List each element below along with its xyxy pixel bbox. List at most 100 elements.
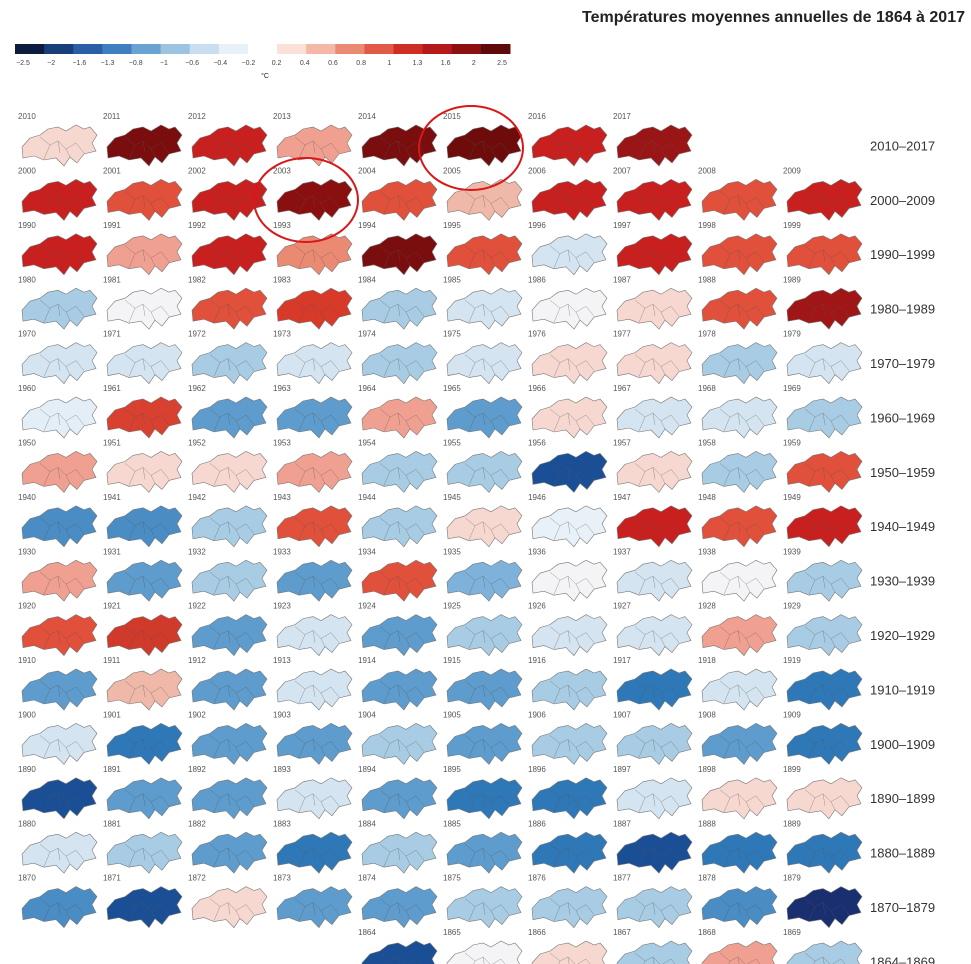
year-label: 1892 <box>188 765 206 774</box>
map-region <box>616 614 693 657</box>
map-region <box>361 614 438 657</box>
map-region <box>106 723 183 765</box>
map-border <box>804 408 850 432</box>
map-region <box>531 723 608 765</box>
map <box>106 505 183 548</box>
map-region <box>446 505 523 548</box>
year-label: 1951 <box>103 439 121 448</box>
map-region <box>786 886 863 929</box>
map-region <box>361 342 438 385</box>
map-border <box>39 626 85 649</box>
map-region <box>446 831 523 874</box>
map <box>701 505 778 548</box>
map <box>446 233 523 276</box>
map <box>21 668 98 711</box>
year-label: 1896 <box>528 765 546 774</box>
year-label: 1867 <box>613 928 631 937</box>
map <box>191 342 268 385</box>
map-border <box>39 789 85 812</box>
map-border <box>804 572 850 595</box>
year-label: 1902 <box>188 711 206 720</box>
map-border <box>549 952 591 964</box>
year-label: 1894 <box>358 765 376 774</box>
year-label: 1968 <box>698 384 716 393</box>
map-border <box>124 572 170 595</box>
map-border <box>294 789 340 812</box>
map-border <box>379 789 425 812</box>
map-border <box>464 572 510 595</box>
map <box>21 559 98 602</box>
map-region <box>21 396 98 439</box>
map <box>786 287 863 330</box>
year-label: 1875 <box>443 874 461 883</box>
year-label: 1864 <box>358 928 376 937</box>
map-border <box>804 844 850 867</box>
map <box>361 287 438 330</box>
decade-label: 1950–1959 <box>870 465 935 480</box>
legend-label: −1 <box>160 60 168 67</box>
map-border <box>549 735 595 758</box>
map-region <box>616 179 693 221</box>
year-label: 1989 <box>783 275 801 284</box>
map-region <box>361 124 438 167</box>
map <box>701 886 778 929</box>
map <box>21 723 98 765</box>
map-region <box>531 124 608 167</box>
map <box>701 723 778 765</box>
map-border <box>549 354 595 377</box>
map-region <box>361 831 438 874</box>
map <box>701 940 778 964</box>
map-region <box>446 179 523 221</box>
year-label: 2008 <box>698 167 716 176</box>
map <box>361 777 438 820</box>
map-border <box>124 245 170 268</box>
decade-label: 2010–2017 <box>870 138 935 153</box>
map <box>191 831 268 874</box>
map-region <box>276 831 353 874</box>
map-region <box>786 668 863 711</box>
map <box>361 451 438 493</box>
map-region <box>276 124 353 167</box>
year-label: 1973 <box>273 330 291 339</box>
map <box>191 668 268 711</box>
map-region <box>701 233 778 276</box>
map-region <box>701 451 778 493</box>
map <box>446 179 523 221</box>
year-label: 1933 <box>273 547 291 556</box>
map <box>616 668 693 711</box>
map <box>616 179 693 221</box>
legend-swatch <box>44 44 74 54</box>
decade-label: 1870–1879 <box>870 900 935 915</box>
legend-label: −1.3 <box>101 60 115 67</box>
year-label: 1955 <box>443 439 461 448</box>
year-label: 1895 <box>443 765 461 774</box>
year-label: 1877 <box>613 874 631 883</box>
map-region <box>106 831 183 874</box>
map-region <box>446 287 523 330</box>
map-region <box>191 614 268 657</box>
year-label: 1949 <box>783 493 801 502</box>
map-border <box>209 626 255 649</box>
map <box>616 723 693 765</box>
year-label: 1921 <box>103 602 121 611</box>
year-label: 1987 <box>613 275 631 284</box>
map-region <box>361 233 438 276</box>
map-border <box>719 517 765 540</box>
map-border <box>549 408 595 432</box>
map-region <box>786 396 863 439</box>
map-border <box>464 735 510 758</box>
decade-label: 1960–1969 <box>870 410 935 425</box>
map-border <box>634 517 680 540</box>
map-region <box>531 179 608 221</box>
map-region <box>616 451 693 493</box>
year-label: 1872 <box>188 874 206 883</box>
legend-unit: °C <box>261 72 269 80</box>
map <box>616 287 693 330</box>
map-region <box>361 886 438 929</box>
map-region <box>531 451 608 493</box>
map-region <box>276 777 353 820</box>
map-border <box>379 572 425 595</box>
year-label: 2009 <box>783 167 801 176</box>
year-label: 1975 <box>443 330 461 339</box>
map <box>21 287 98 330</box>
